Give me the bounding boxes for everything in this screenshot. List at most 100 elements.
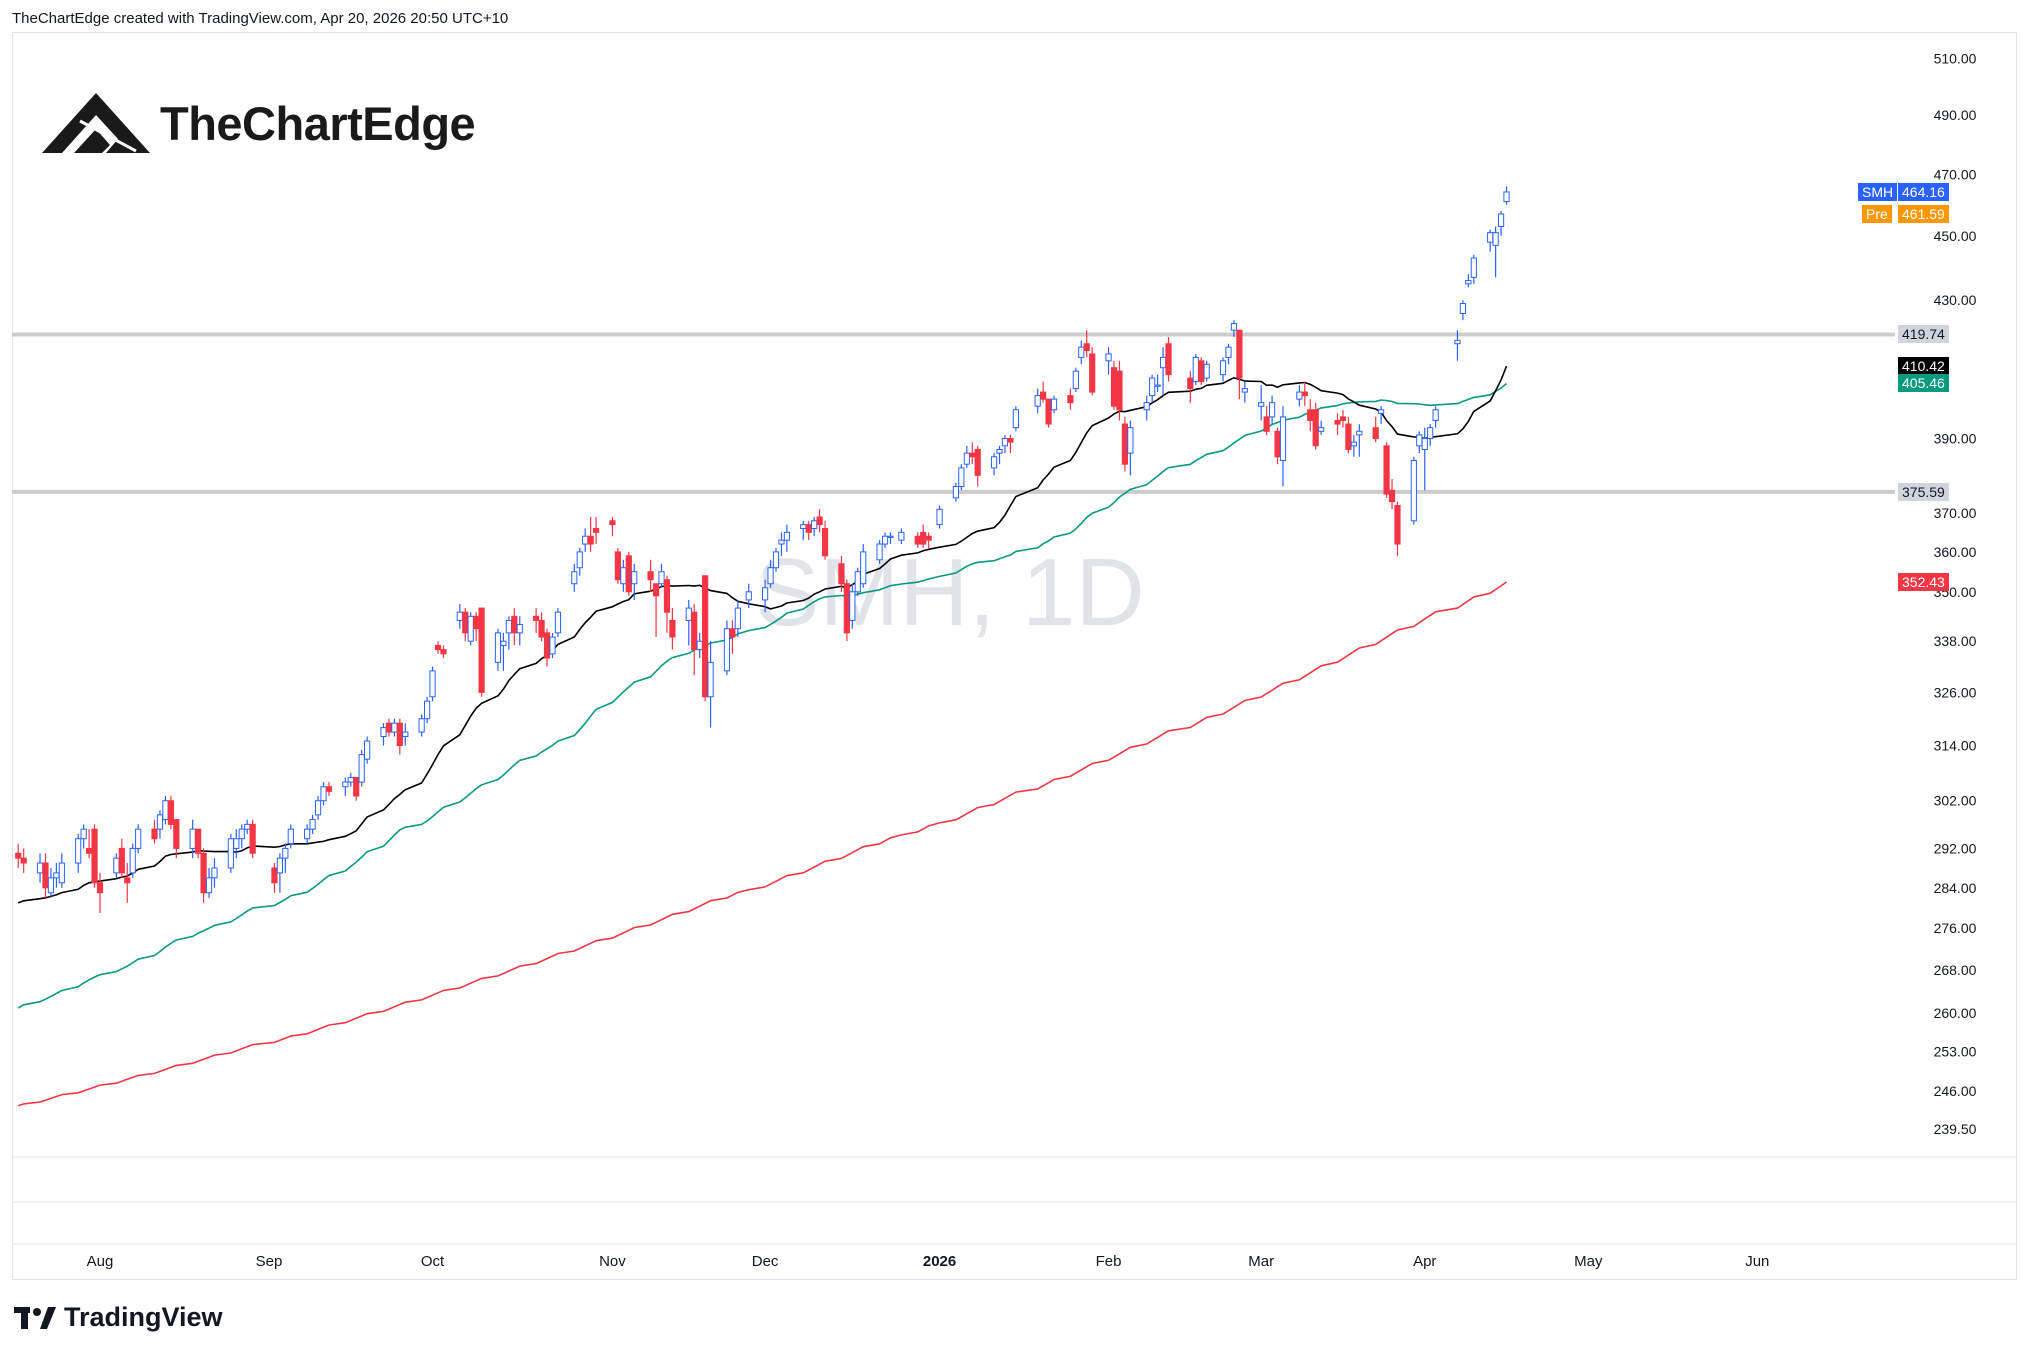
candle[interactable] bbox=[1192, 353, 1199, 386]
candle[interactable] bbox=[325, 782, 333, 797]
candle[interactable] bbox=[396, 718, 403, 755]
candle[interactable] bbox=[1427, 424, 1434, 446]
candle[interactable] bbox=[1045, 398, 1052, 428]
candle[interactable] bbox=[53, 863, 60, 888]
candle[interactable] bbox=[1334, 413, 1341, 435]
candle[interactable] bbox=[1432, 406, 1439, 428]
candle[interactable] bbox=[85, 829, 93, 859]
candle[interactable] bbox=[211, 858, 218, 888]
candle[interactable] bbox=[429, 666, 436, 702]
candle[interactable] bbox=[391, 718, 398, 737]
candle[interactable] bbox=[647, 559, 654, 592]
candle[interactable] bbox=[696, 632, 703, 659]
candle[interactable] bbox=[745, 583, 752, 609]
candle[interactable] bbox=[156, 810, 164, 839]
candle[interactable] bbox=[838, 555, 845, 592]
candle[interactable] bbox=[854, 567, 861, 596]
candle[interactable] bbox=[244, 819, 251, 834]
candle[interactable] bbox=[42, 853, 49, 898]
candle[interactable] bbox=[205, 867, 213, 898]
candle[interactable] bbox=[811, 516, 818, 537]
candle[interactable] bbox=[1318, 420, 1325, 435]
candle[interactable] bbox=[511, 608, 518, 646]
candle[interactable] bbox=[783, 524, 791, 552]
candle[interactable] bbox=[1236, 329, 1243, 400]
candle[interactable] bbox=[434, 641, 442, 654]
candle[interactable] bbox=[772, 547, 780, 572]
candle[interactable] bbox=[347, 772, 354, 787]
candle[interactable] bbox=[314, 796, 322, 820]
candle[interactable] bbox=[1470, 254, 1477, 284]
candle[interactable] bbox=[974, 445, 981, 487]
candle[interactable] bbox=[385, 718, 393, 737]
candle[interactable] bbox=[505, 616, 512, 650]
candle[interactable] bbox=[1421, 427, 1428, 491]
candle[interactable] bbox=[478, 607, 485, 697]
candle[interactable] bbox=[631, 563, 638, 600]
candle[interactable] bbox=[1001, 434, 1009, 454]
candle[interactable] bbox=[898, 528, 905, 545]
candle[interactable] bbox=[1050, 395, 1058, 414]
candle[interactable] bbox=[200, 848, 207, 903]
candle[interactable] bbox=[609, 516, 616, 537]
candle[interactable] bbox=[1503, 186, 1510, 205]
candle[interactable] bbox=[1121, 416, 1129, 472]
candle[interactable] bbox=[1307, 399, 1314, 432]
candle[interactable] bbox=[96, 872, 104, 913]
tradingview-footer[interactable]: TradingView bbox=[14, 1302, 223, 1333]
candle[interactable] bbox=[304, 824, 311, 844]
candle[interactable] bbox=[969, 442, 976, 465]
candle[interactable] bbox=[707, 641, 714, 728]
candle[interactable] bbox=[282, 843, 289, 873]
candle[interactable] bbox=[1388, 479, 1396, 510]
candle[interactable] bbox=[925, 532, 932, 548]
candle[interactable] bbox=[614, 547, 622, 584]
candle[interactable] bbox=[554, 608, 562, 638]
candle[interactable] bbox=[238, 824, 245, 849]
candle[interactable] bbox=[625, 551, 632, 596]
candle[interactable] bbox=[276, 853, 284, 893]
candle[interactable] bbox=[1394, 501, 1401, 556]
candle[interactable] bbox=[129, 843, 136, 878]
candle[interactable] bbox=[669, 608, 676, 650]
candle[interactable] bbox=[767, 559, 774, 588]
candle[interactable] bbox=[423, 696, 431, 724]
candle[interactable] bbox=[685, 599, 692, 646]
candle[interactable] bbox=[543, 628, 551, 667]
candle[interactable] bbox=[1497, 210, 1505, 236]
candle[interactable] bbox=[456, 603, 463, 629]
candle[interactable] bbox=[800, 520, 807, 541]
candle[interactable] bbox=[1410, 456, 1417, 525]
candle[interactable] bbox=[1219, 357, 1227, 382]
candle[interactable] bbox=[723, 620, 731, 676]
candle[interactable] bbox=[462, 608, 469, 642]
candle[interactable] bbox=[1312, 402, 1319, 450]
candle[interactable] bbox=[1339, 409, 1347, 428]
candle[interactable] bbox=[1127, 420, 1134, 476]
candle[interactable] bbox=[1296, 385, 1303, 407]
candle[interactable] bbox=[1350, 434, 1357, 457]
candle[interactable] bbox=[849, 583, 856, 629]
candle[interactable] bbox=[952, 482, 960, 502]
candle[interactable] bbox=[118, 838, 125, 878]
candle[interactable] bbox=[620, 559, 627, 592]
candle[interactable] bbox=[576, 547, 583, 576]
candle[interactable] bbox=[1454, 330, 1461, 361]
candle[interactable] bbox=[402, 723, 409, 746]
candle[interactable] bbox=[320, 782, 327, 806]
candle[interactable] bbox=[805, 520, 812, 541]
candle[interactable] bbox=[702, 575, 709, 702]
candle[interactable] bbox=[135, 824, 142, 854]
candle[interactable] bbox=[881, 532, 889, 548]
candle[interactable] bbox=[1034, 388, 1041, 414]
candle[interactable] bbox=[233, 829, 240, 859]
candle[interactable] bbox=[761, 579, 769, 613]
candle[interactable] bbox=[1116, 360, 1123, 421]
candle[interactable] bbox=[151, 819, 158, 844]
candle[interactable] bbox=[353, 776, 360, 801]
candle[interactable] bbox=[549, 632, 556, 659]
candle[interactable] bbox=[1198, 357, 1205, 386]
candle[interactable] bbox=[342, 777, 349, 797]
candle[interactable] bbox=[380, 723, 387, 746]
candle[interactable] bbox=[652, 583, 660, 638]
